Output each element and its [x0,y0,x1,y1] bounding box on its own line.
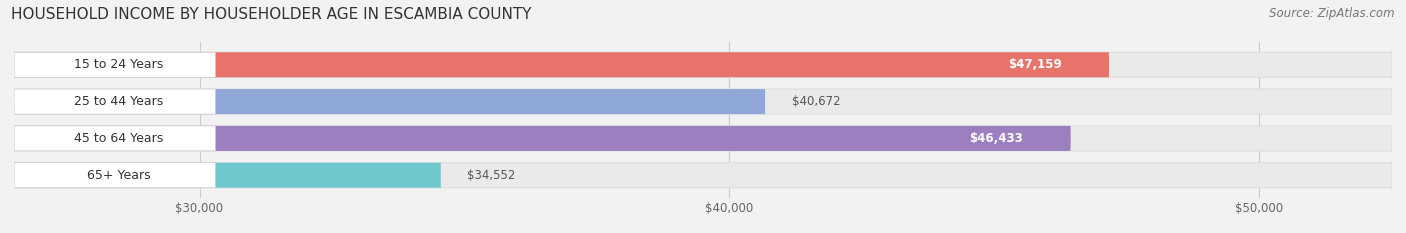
Text: $40,672: $40,672 [792,95,841,108]
FancyBboxPatch shape [922,129,1070,148]
FancyBboxPatch shape [14,89,215,114]
Text: $47,159: $47,159 [1008,58,1062,71]
FancyBboxPatch shape [14,89,1392,114]
FancyBboxPatch shape [14,126,1392,151]
Text: HOUSEHOLD INCOME BY HOUSEHOLDER AGE IN ESCAMBIA COUNTY: HOUSEHOLD INCOME BY HOUSEHOLDER AGE IN E… [11,7,531,22]
Text: 65+ Years: 65+ Years [87,169,150,182]
FancyBboxPatch shape [14,126,215,151]
Text: $46,433: $46,433 [969,132,1024,145]
Text: 25 to 44 Years: 25 to 44 Years [75,95,163,108]
FancyBboxPatch shape [14,52,1109,77]
Text: 45 to 64 Years: 45 to 64 Years [75,132,163,145]
FancyBboxPatch shape [14,163,1392,188]
FancyBboxPatch shape [14,52,1392,77]
FancyBboxPatch shape [960,55,1109,74]
FancyBboxPatch shape [14,126,1070,151]
Text: Source: ZipAtlas.com: Source: ZipAtlas.com [1270,7,1395,20]
FancyBboxPatch shape [14,163,440,188]
Text: $34,552: $34,552 [467,169,516,182]
FancyBboxPatch shape [14,52,215,77]
FancyBboxPatch shape [14,163,215,188]
FancyBboxPatch shape [14,89,765,114]
Text: 15 to 24 Years: 15 to 24 Years [75,58,163,71]
